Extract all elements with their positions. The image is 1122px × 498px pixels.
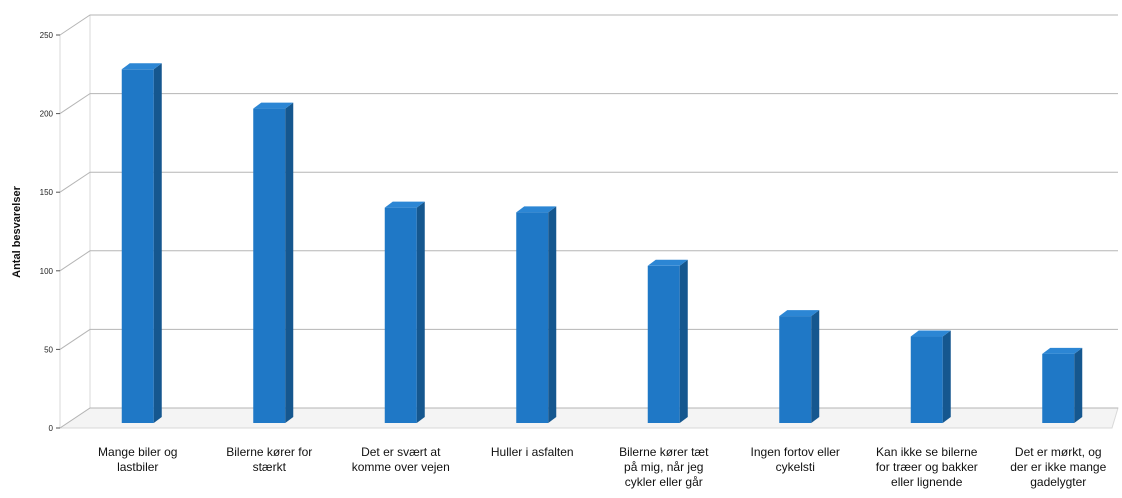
x-category-label-line: Ingen fortov eller <box>751 445 840 459</box>
bar-top <box>516 206 557 213</box>
bar-front <box>910 336 943 423</box>
bar-front <box>384 207 417 423</box>
bar-top <box>1042 347 1083 354</box>
x-category-label-line: lastbiler <box>117 460 158 474</box>
bar-7 <box>910 330 951 423</box>
y-tick-label: 100 <box>40 267 54 276</box>
bar-front <box>253 108 286 423</box>
bar-front <box>1042 353 1075 423</box>
y-tick-label: 150 <box>40 188 54 197</box>
x-category-label-line: komme over vejen <box>352 460 450 474</box>
x-category-label-line: Kan ikke se bilerne <box>876 445 978 459</box>
gridline <box>59 93 1118 115</box>
x-category-label: Bilerne kører tæt på mig, når jeg cykler e… <box>619 445 709 489</box>
bar-4 <box>516 206 557 423</box>
gridline <box>59 328 1118 350</box>
bar-side <box>811 310 820 423</box>
y-axis-label: Antal besvarelser <box>11 185 23 277</box>
bar-front <box>516 212 549 423</box>
x-category-label-line: eller lignende <box>891 475 963 489</box>
gridline <box>59 171 1118 193</box>
x-category-label-line: Huller i asfalten <box>491 445 574 459</box>
x-category-label: Det er mørkt, og der er ikke mange gadelyg… <box>1010 445 1106 489</box>
y-tick-label: 50 <box>44 345 53 354</box>
bar-side <box>285 102 294 423</box>
bar-front <box>121 69 154 424</box>
x-category-label-line: Bilerne kører tæt <box>619 445 709 459</box>
chart-walls <box>58 15 1119 429</box>
chart-floor <box>58 407 1119 429</box>
y-tick-label: 0 <box>49 424 54 433</box>
gridline <box>59 250 1118 272</box>
x-category-label-line: Det er svært at <box>361 445 441 459</box>
gridline <box>59 407 1118 429</box>
bar-top <box>910 330 951 337</box>
x-category-label-line: der er ikke mange <box>1010 460 1106 474</box>
x-category-label-line: stærkt <box>253 460 287 474</box>
bar-8 <box>1042 347 1083 423</box>
bar-6 <box>779 310 820 423</box>
x-category-label: Bilerne kører for stærkt <box>226 445 312 474</box>
bar-side <box>548 206 557 423</box>
bar-top <box>253 102 294 109</box>
bar-side <box>679 259 688 423</box>
x-category-label: Det er svært at komme over vejen <box>352 445 450 474</box>
y-tick-label: 200 <box>40 110 54 119</box>
x-category-label: Ingen fortov eller cykelsti <box>751 445 840 474</box>
y-axis-ticks: 0 50 100 150 200 250 <box>40 31 60 433</box>
x-category-label-line: Det er mørkt, og <box>1015 445 1102 459</box>
x-category-label-line: på mig, når jeg <box>624 460 703 474</box>
x-category-label-line: cykler eller går <box>625 475 703 489</box>
x-category-label-line: Mange biler og <box>98 445 177 459</box>
bar-top <box>121 63 162 70</box>
bar-1 <box>121 63 162 424</box>
bars <box>121 63 1083 424</box>
bar-top <box>384 201 425 208</box>
bar-front <box>779 316 812 423</box>
x-category-label: Huller i asfalten <box>491 445 574 459</box>
bar-2 <box>253 102 294 423</box>
bar-3 <box>384 201 425 423</box>
x-category-label-line: for træer og bakker <box>876 460 978 474</box>
bar-side <box>942 330 951 423</box>
bar-front <box>647 265 680 423</box>
bar-top <box>647 259 688 266</box>
x-category-label-line: gadelygter <box>1030 475 1086 489</box>
x-axis-categories: Mange biler og lastbiler Bilerne kører for… <box>98 445 1107 489</box>
y-tick-label: 250 <box>40 31 54 40</box>
x-category-label: Kan ikke se bilerne for træer og bakker el… <box>876 445 978 489</box>
bar-5 <box>647 259 688 423</box>
bar-top <box>779 310 820 317</box>
gridline <box>59 14 1118 36</box>
gridlines <box>59 14 1118 429</box>
bar-side <box>416 201 425 423</box>
x-category-label-line: Bilerne kører for <box>226 445 312 459</box>
bar-side <box>153 63 162 424</box>
x-category-label-line: cykelsti <box>776 460 815 474</box>
x-category-label: Mange biler og lastbiler <box>98 445 177 474</box>
bar-side <box>1074 347 1083 423</box>
